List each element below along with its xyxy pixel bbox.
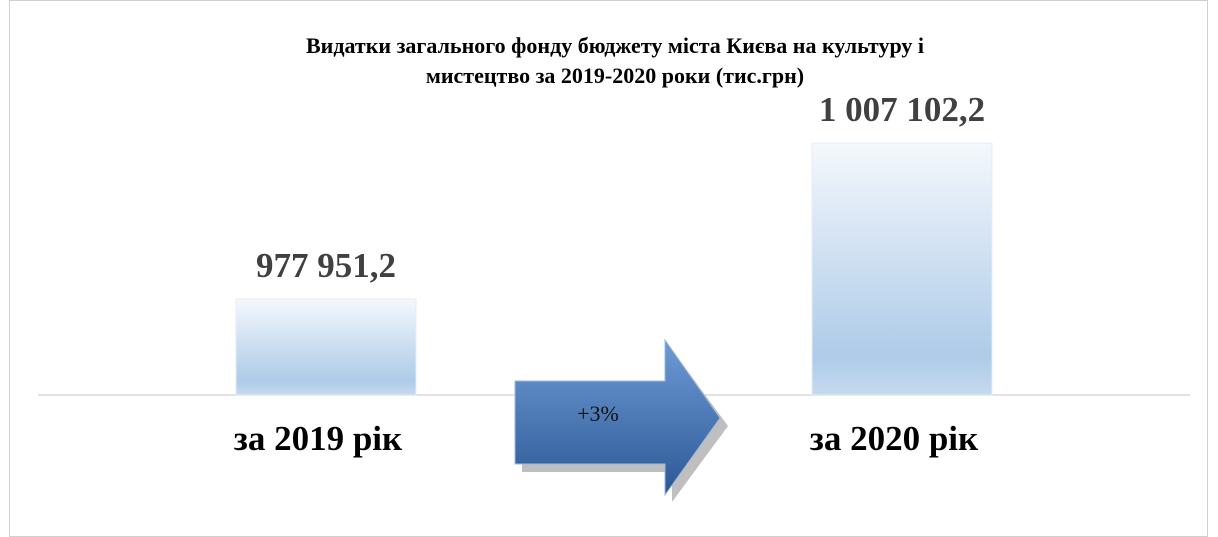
chart-title: мистецтво за 2019-2020 роки (тис.грн) (426, 63, 804, 88)
value-label: 977 951,2 (256, 246, 396, 285)
chart-title: Видатки загального фонду бюджету міста К… (306, 33, 924, 58)
arrow (514, 338, 728, 502)
x-tick-label: за 2019 рік (234, 419, 403, 458)
bar (811, 142, 993, 396)
bar (235, 298, 417, 396)
x-tick-label: за 2020 рік (810, 419, 979, 458)
value-label: 1 007 102,2 (819, 90, 985, 129)
annotation: +3% (577, 401, 619, 426)
